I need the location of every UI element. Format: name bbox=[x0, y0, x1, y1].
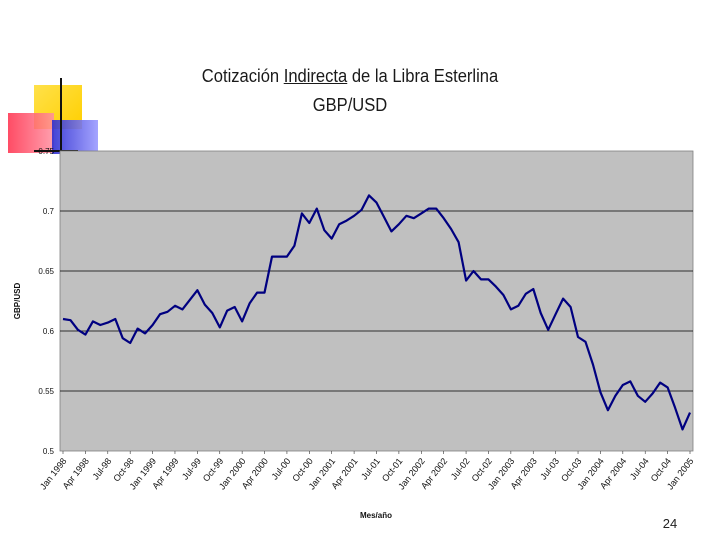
y-tick-label: 0.55 bbox=[38, 387, 54, 396]
x-tick-label: Jul-99 bbox=[180, 456, 203, 481]
chart-title-suffix: de la Libra Esterlina bbox=[347, 66, 499, 86]
deco-horizontal-line bbox=[34, 150, 78, 152]
y-axis-title: GBP/USD bbox=[13, 283, 22, 320]
plot-area bbox=[59, 150, 694, 452]
gridlines bbox=[60, 210, 693, 392]
x-tick-label: Jul-03 bbox=[538, 456, 561, 481]
y-axis-ticks: 0.5 0.55 0.6 0.65 0.7 0.75 bbox=[38, 147, 54, 456]
x-axis-title: Mes/año bbox=[360, 511, 392, 520]
deco-red-square bbox=[8, 113, 54, 153]
y-tick-label: 0.7 bbox=[43, 207, 55, 216]
chart-subtitle: GBP/USD bbox=[312, 95, 388, 115]
deco-vertical-line bbox=[60, 78, 62, 156]
x-tick-label: Jul-02 bbox=[449, 456, 472, 481]
chart-title: Cotización Indirecta de la Libra Esterli… bbox=[138, 66, 561, 87]
y-tick-label: 0.65 bbox=[38, 267, 54, 276]
slide-number: 24 bbox=[662, 516, 678, 531]
x-tick-label: Jul-98 bbox=[90, 456, 113, 481]
chart-title-underlined: Indirecta bbox=[283, 66, 348, 86]
y-tick-label: 0.5 bbox=[43, 447, 55, 456]
x-tick-label: Jul-00 bbox=[270, 456, 293, 481]
y-tick-label: 0.75 bbox=[38, 147, 54, 156]
x-tick-label: Jul-04 bbox=[628, 456, 651, 481]
deco-blue-square bbox=[52, 120, 98, 154]
series-line-gbp-usd bbox=[62, 194, 692, 431]
y-tick-label: 0.6 bbox=[43, 327, 55, 336]
x-tick-label: Jul-01 bbox=[359, 456, 382, 481]
chart-title-prefix: Cotización bbox=[201, 66, 284, 86]
